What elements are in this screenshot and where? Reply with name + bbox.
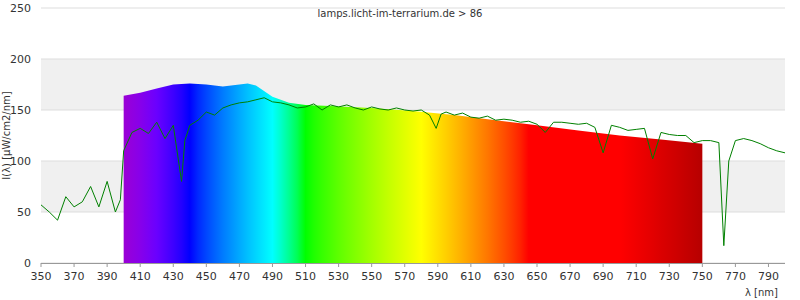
x-tick-label: 710 — [626, 270, 647, 283]
y-axis-label: I(λ) [µW/cm2/nm] — [1, 91, 12, 179]
x-tick — [305, 263, 306, 267]
x-tick — [206, 263, 207, 267]
x-tick — [702, 263, 703, 267]
x-tick — [140, 263, 141, 267]
x-tick-label: 590 — [427, 270, 448, 283]
y-tick-label: 250 — [10, 2, 31, 15]
x-tick-label: 550 — [361, 270, 382, 283]
y-tick-label: 50 — [17, 206, 31, 219]
x-tick-label: 770 — [725, 270, 746, 283]
x-tick — [537, 263, 538, 267]
x-tick — [41, 263, 42, 267]
x-tick-label: 450 — [196, 270, 217, 283]
x-tick — [107, 263, 108, 267]
x-tick — [470, 263, 471, 267]
x-tick-label: 610 — [460, 270, 481, 283]
x-tick-label: 370 — [64, 270, 85, 283]
y-tick-label: 150 — [10, 104, 31, 117]
x-tick — [669, 263, 670, 267]
x-tick-label: 430 — [163, 270, 184, 283]
x-tick — [735, 263, 736, 267]
x-axis-line — [41, 263, 785, 264]
y-tick-label: 200 — [10, 53, 31, 66]
chart: 0 50 100 150 200 250 350 370 390 410 430 450 470 490 5… — [0, 0, 800, 300]
x-tick-label: 510 — [295, 270, 316, 283]
plot-area — [41, 83, 785, 263]
x-tick — [239, 263, 240, 267]
grid-line — [41, 59, 785, 60]
x-tick-label: 410 — [130, 270, 151, 283]
spectrum-area — [124, 83, 703, 263]
x-tick-label: 670 — [560, 270, 581, 283]
x-tick-label: 630 — [493, 270, 514, 283]
x-tick — [603, 263, 604, 267]
x-tick — [338, 263, 339, 267]
x-tick-label: 690 — [593, 270, 614, 283]
x-tick-label: 570 — [394, 270, 415, 283]
x-tick — [371, 263, 372, 267]
spectrum-line — [41, 98, 785, 246]
x-tick — [570, 263, 571, 267]
y-tick-label: 100 — [10, 155, 31, 168]
x-tick — [437, 263, 438, 267]
x-tick-label: 470 — [229, 270, 250, 283]
y-tick-label: 0 — [24, 257, 31, 270]
x-tick-label: 730 — [659, 270, 680, 283]
x-tick — [636, 263, 637, 267]
x-axis-label: λ [nm] — [745, 287, 778, 298]
grid-band — [41, 8, 785, 59]
title: lamps.licht-im-terrarium.de > 86 — [318, 8, 483, 19]
x-tick-label: 650 — [527, 270, 548, 283]
x-tick — [272, 263, 273, 267]
x-tick-label: 530 — [328, 270, 349, 283]
x-tick — [173, 263, 174, 267]
x-tick — [503, 263, 504, 267]
x-tick — [404, 263, 405, 267]
x-tick-label: 490 — [262, 270, 283, 283]
x-tick-label: 350 — [31, 270, 52, 283]
x-tick — [74, 263, 75, 267]
x-tick-label: 790 — [758, 270, 779, 283]
x-tick-label: 390 — [97, 270, 118, 283]
x-tick — [768, 263, 769, 267]
x-tick-label: 750 — [692, 270, 713, 283]
